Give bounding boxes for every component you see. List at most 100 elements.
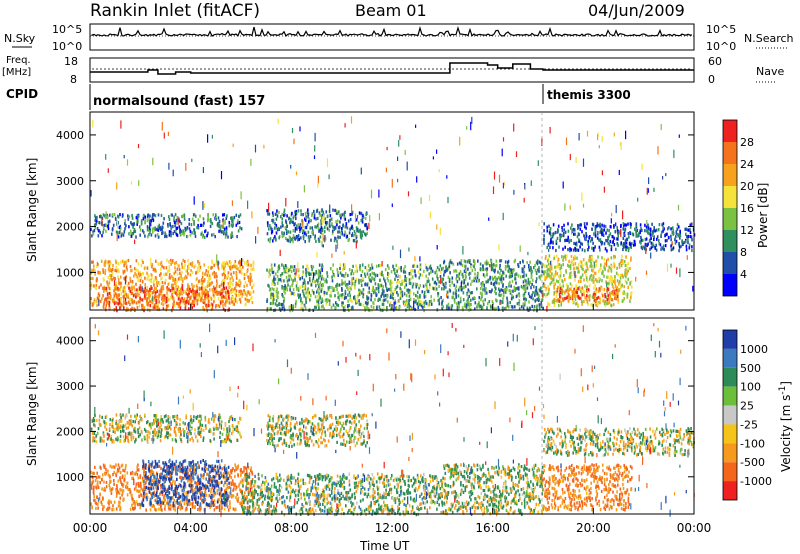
power-cbar-swatch-7: [723, 120, 737, 142]
noise-tick-high-left: 10^5: [52, 23, 82, 36]
noise-panel: 10^5 10^0 10^5 10^0 N.Sky N.Search: [4, 23, 794, 53]
nsearch-label: N.Search: [744, 32, 794, 45]
velocity-cbar-swatch-5: [723, 424, 737, 444]
velocity-ytick-label-0: 1000: [56, 471, 84, 484]
power-ytick-label-3: 4000: [56, 129, 84, 142]
velocity-label-exp: -1: [778, 386, 788, 395]
power-y-axis-label: Slant Range [km]: [25, 158, 39, 262]
velocity-feature-1: [90, 413, 242, 444]
power-cbar-tick-6: 28: [740, 136, 754, 149]
velocity-cbar-tick-3: 25: [740, 400, 754, 413]
velocity-cbar-tick-7: -1000: [740, 475, 772, 488]
time-axis: 00:00 04:00 08:00 12:00 16:00 20:00 00:00: [73, 304, 712, 535]
cpid-mode-themis: themis 3300: [547, 88, 631, 102]
power-cbar-swatch-2: [723, 230, 737, 252]
xtick-label-0: 00:00: [73, 521, 108, 535]
xtick-label-1: 04:00: [173, 521, 208, 535]
velocity-cbar-swatch-4: [723, 405, 737, 425]
x-axis-label: Time UT: [359, 539, 410, 553]
velocity-ytick-label-2: 3000: [56, 380, 84, 393]
power-ytick-label-1: 2000: [56, 221, 84, 234]
velocity-cbar-swatch-0: [723, 330, 737, 349]
power-cbar-tick-0: 4: [740, 268, 747, 281]
velocity-cbar-swatch-1: [723, 348, 737, 368]
velocity-cbar-tick-2: 100: [740, 381, 761, 394]
beam-label: Beam 01: [355, 1, 427, 20]
freq-tick-high: 18: [64, 55, 78, 68]
noise-trace: [90, 25, 694, 37]
power-colorbar-label: Power [dB]: [756, 183, 770, 248]
velocity-y-ticks: 1000 2000 3000 4000: [56, 335, 694, 484]
power-cbar-tick-4: 20: [740, 180, 754, 193]
power-feature-7: [556, 286, 620, 303]
power-cbar-swatch-1: [723, 252, 737, 274]
velocity-colorbar: 1000 500 100 25 -25 -100 -500 -1000 Velocity [m…: [722, 329, 793, 501]
power-cbar-tick-2: 12: [740, 224, 754, 237]
velocity-ytick-label-3: 4000: [56, 335, 84, 348]
noise-tick-low-left: 10^0: [52, 40, 82, 53]
velocity-cbar-swatch-7: [723, 462, 737, 482]
power-cbar-swatch-3: [723, 208, 737, 230]
velocity-cbar-tick-6: -500: [740, 456, 765, 469]
power-y-ticks: 1000 2000 3000 4000: [56, 129, 694, 279]
velocity-feature-6: [543, 463, 633, 512]
power-heatmap: [90, 116, 696, 313]
xtick-label-6: 00:00: [677, 521, 712, 535]
power-cbar-swatch-6: [723, 142, 737, 164]
nave-label: Nave: [756, 65, 784, 78]
xtick-label-5: 20:00: [576, 521, 611, 535]
noise-tick-low-right: 10^0: [706, 40, 736, 53]
velocity-cbar-tick-4: -25: [740, 418, 758, 431]
velocity-feature-4: [241, 472, 444, 517]
velocity-y-axis-label: Slant Range [km]: [25, 362, 39, 466]
velocity-panel: 1000 2000 3000 4000 Slant Range [km]: [25, 317, 695, 517]
velocity-cbar-swatch-6: [723, 443, 737, 463]
velocity-cbar-swatch-8: [723, 481, 737, 500]
power-ytick-label-0: 1000: [56, 266, 84, 279]
velocity-scatter: [94, 323, 695, 517]
velocity-cbar-tick-1: 500: [740, 362, 761, 375]
plot-title: Rankin Inlet (fitACF): [90, 1, 260, 21]
velocity-feature-7: [543, 427, 695, 458]
power-cbar-swatch-4: [723, 186, 737, 208]
power-cbar-swatch-0: [723, 274, 737, 296]
power-feature-8: [543, 222, 696, 253]
velocity-feature-2: [141, 458, 230, 508]
nave-tick-low: 0: [708, 73, 715, 86]
power-cbar-tick-3: 16: [740, 202, 754, 215]
velocity-feature-5: [442, 463, 545, 517]
power-cbar-tick-5: 24: [740, 158, 754, 171]
power-panel: 1000 2000 3000 4000 Slant Range [km]: [25, 111, 696, 313]
cpid-label: CPID: [6, 87, 38, 101]
nave-tick-high: 60: [708, 55, 722, 68]
velocity-label-main: Velocity [m s: [779, 395, 793, 472]
freq-unit: [MHz]: [2, 67, 31, 78]
freq-tick-low: 8: [70, 73, 77, 86]
velocity-heatmap: [90, 323, 695, 517]
power-cbar-tick-1: 8: [740, 246, 747, 259]
power-feature-5: [442, 258, 545, 313]
cpid-panel: CPID normalsound (fast) 157 themis 3300: [6, 84, 631, 110]
freq-trace: [90, 62, 694, 75]
xtick-label-2: 08:00: [274, 521, 309, 535]
velocity-cbar-swatch-2: [723, 367, 737, 387]
power-feature-3: [266, 208, 368, 244]
power-ytick-label-2: 3000: [56, 175, 84, 188]
power-feature-2: [102, 286, 230, 313]
power-scatter: [90, 116, 694, 313]
velocity-cbar-tick-0: 1000: [740, 343, 768, 356]
freq-nave-panel: Freq. [MHz] 18 8 60 0 Nave: [2, 55, 784, 86]
noise-tick-high-right: 10^5: [706, 23, 736, 36]
xtick-label-4: 16:00: [475, 521, 510, 535]
velocity-colorbar-label: Velocity [m s-1]: [778, 381, 793, 472]
power-feature-4: [266, 263, 444, 313]
velocity-ytick-label-1: 2000: [56, 425, 84, 438]
cpid-mode-normalsound: normalsound (fast) 157: [93, 94, 265, 109]
nsky-label: N.Sky: [4, 32, 36, 45]
velocity-cbar-swatch-3: [723, 386, 737, 406]
power-cbar-swatch-5: [723, 164, 737, 186]
velocity-label-close: ]: [779, 381, 793, 386]
freq-label: Freq.: [6, 55, 31, 66]
xtick-label-3: 12:00: [375, 521, 410, 535]
